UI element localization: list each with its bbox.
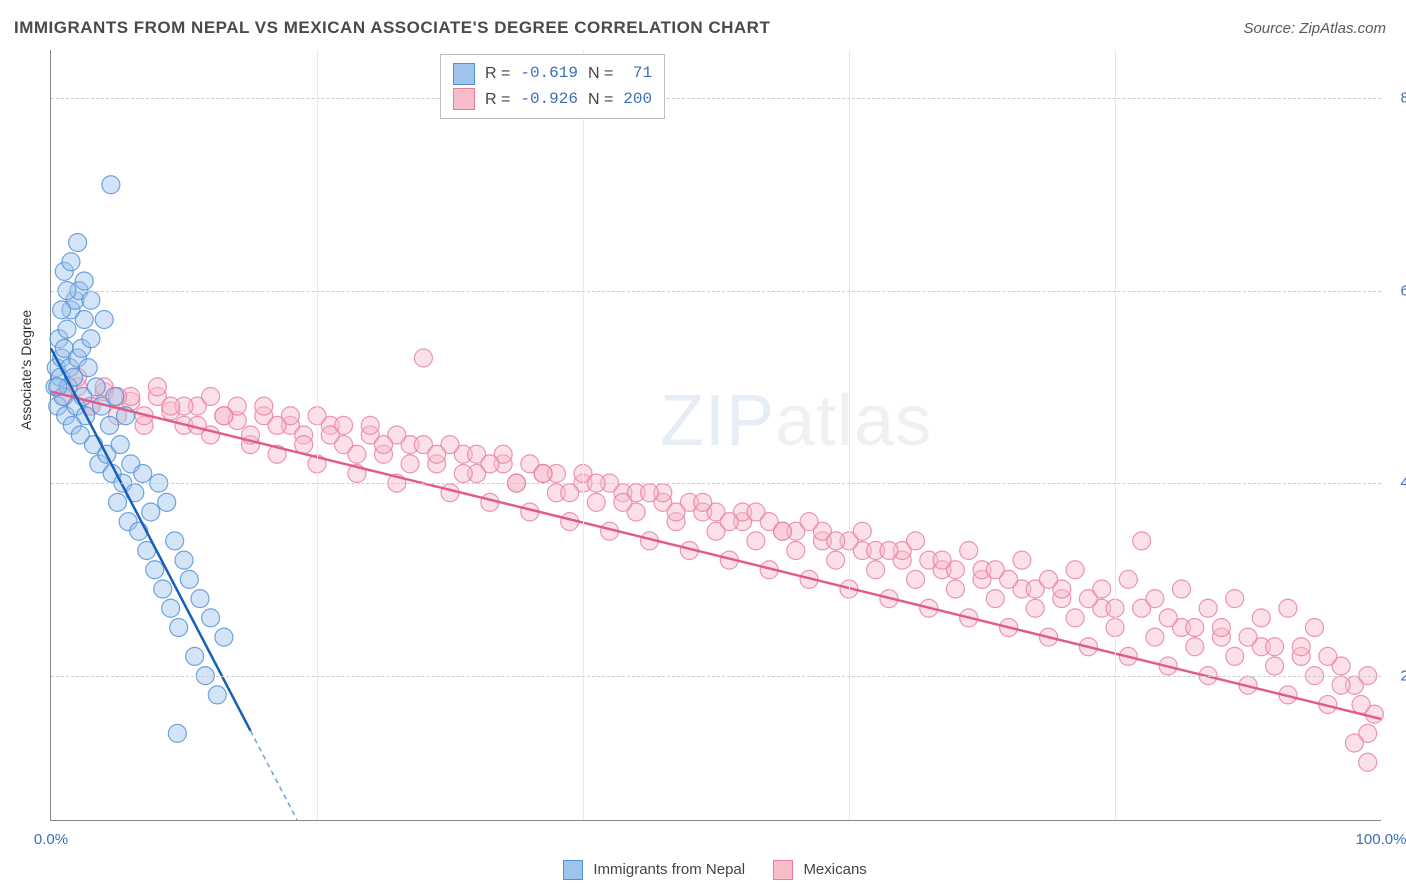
y-tick-label: 40.0% bbox=[1400, 475, 1406, 492]
correlation-stats-box: R = -0.619 N = 71 R = -0.926 N = 200 bbox=[440, 54, 665, 119]
stat-n-value-1: 71 bbox=[623, 61, 652, 87]
source-label: Source: ZipAtlas.com bbox=[1243, 20, 1386, 37]
y-axis-label: Associate's Degree bbox=[18, 310, 34, 430]
legend-swatch-2 bbox=[773, 860, 793, 880]
stat-r-value-2: -0.926 bbox=[520, 87, 578, 113]
stat-r-label: R = bbox=[485, 61, 510, 87]
y-tick-label: 20.0% bbox=[1400, 667, 1406, 684]
swatch-series2 bbox=[453, 88, 475, 110]
chart-plot-area: 20.0%40.0%60.0%80.0%0.0%100.0% bbox=[50, 50, 1381, 821]
swatch-series1 bbox=[453, 63, 475, 85]
legend-swatch-1 bbox=[563, 860, 583, 880]
x-tick-label: 100.0% bbox=[1356, 831, 1406, 848]
legend-label-1: Immigrants from Nepal bbox=[593, 861, 745, 878]
legend-bottom: Immigrants from Nepal Mexicans bbox=[0, 860, 1406, 880]
stat-n-label: N = bbox=[588, 61, 613, 87]
scatter-plot-svg bbox=[51, 50, 1381, 820]
stat-r-value-1: -0.619 bbox=[520, 61, 578, 87]
stat-n-label: N = bbox=[588, 87, 613, 113]
stats-row-series2: R = -0.926 N = 200 bbox=[453, 87, 652, 113]
x-tick-label: 0.0% bbox=[34, 831, 68, 848]
stat-r-label: R = bbox=[485, 87, 510, 113]
y-tick-label: 80.0% bbox=[1400, 90, 1406, 107]
y-tick-label: 60.0% bbox=[1400, 282, 1406, 299]
stats-row-series1: R = -0.619 N = 71 bbox=[453, 61, 652, 87]
legend-label-2: Mexicans bbox=[803, 861, 866, 878]
stat-n-value-2: 200 bbox=[623, 87, 652, 113]
chart-title: IMMIGRANTS FROM NEPAL VS MEXICAN ASSOCIA… bbox=[14, 18, 770, 38]
